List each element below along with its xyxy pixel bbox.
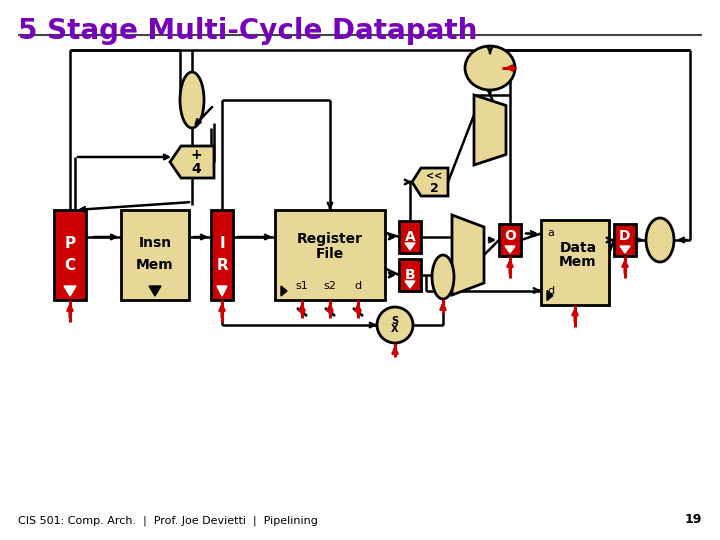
Bar bbox=[121, 210, 189, 300]
Polygon shape bbox=[474, 95, 506, 165]
Text: S: S bbox=[392, 316, 399, 326]
Text: R: R bbox=[216, 258, 228, 273]
Bar bbox=[54, 210, 86, 300]
Text: s2: s2 bbox=[323, 281, 336, 291]
Ellipse shape bbox=[465, 46, 515, 90]
Polygon shape bbox=[64, 286, 76, 296]
Polygon shape bbox=[505, 246, 515, 253]
Text: CIS 501: Comp. Arch.  |  Prof. Joe Devietti  |  Pipelining: CIS 501: Comp. Arch. | Prof. Joe Deviett… bbox=[18, 516, 318, 526]
Text: 19: 19 bbox=[685, 513, 702, 526]
Text: C: C bbox=[64, 258, 76, 273]
Bar bbox=[275, 210, 385, 300]
Bar bbox=[614, 224, 636, 256]
Text: P: P bbox=[64, 235, 76, 251]
Text: B: B bbox=[405, 268, 415, 282]
Polygon shape bbox=[170, 146, 214, 178]
Polygon shape bbox=[412, 168, 448, 196]
Bar bbox=[541, 219, 609, 305]
Polygon shape bbox=[149, 286, 161, 296]
Polygon shape bbox=[281, 286, 287, 296]
Polygon shape bbox=[620, 246, 630, 253]
Text: 2: 2 bbox=[430, 181, 438, 194]
Text: +: + bbox=[190, 148, 202, 162]
Polygon shape bbox=[405, 243, 415, 250]
Polygon shape bbox=[405, 281, 415, 288]
Text: d: d bbox=[354, 281, 361, 291]
Text: O: O bbox=[504, 229, 516, 243]
Ellipse shape bbox=[646, 218, 674, 262]
Text: Mem: Mem bbox=[559, 255, 597, 269]
Bar bbox=[399, 221, 421, 253]
Text: Insn: Insn bbox=[138, 236, 171, 250]
Text: <<: << bbox=[426, 171, 442, 181]
Text: Register: Register bbox=[297, 232, 363, 246]
Text: s1: s1 bbox=[296, 281, 308, 291]
Text: D: D bbox=[619, 229, 631, 243]
Polygon shape bbox=[547, 291, 553, 300]
Ellipse shape bbox=[377, 307, 413, 343]
Text: I: I bbox=[219, 235, 225, 251]
Text: d: d bbox=[547, 286, 554, 295]
Bar bbox=[499, 224, 521, 256]
Text: 5 Stage Multi-Cycle Datapath: 5 Stage Multi-Cycle Datapath bbox=[18, 17, 477, 45]
Ellipse shape bbox=[180, 72, 204, 128]
Bar bbox=[211, 210, 233, 300]
Bar bbox=[399, 259, 421, 291]
Text: X: X bbox=[391, 324, 399, 334]
Text: 4: 4 bbox=[191, 162, 201, 176]
Text: a: a bbox=[547, 228, 554, 239]
Ellipse shape bbox=[432, 255, 454, 299]
Text: Mem: Mem bbox=[136, 258, 174, 272]
Text: Data: Data bbox=[559, 241, 597, 255]
Text: File: File bbox=[316, 247, 344, 261]
Polygon shape bbox=[452, 215, 484, 295]
Text: A: A bbox=[405, 230, 415, 244]
Polygon shape bbox=[217, 286, 227, 296]
